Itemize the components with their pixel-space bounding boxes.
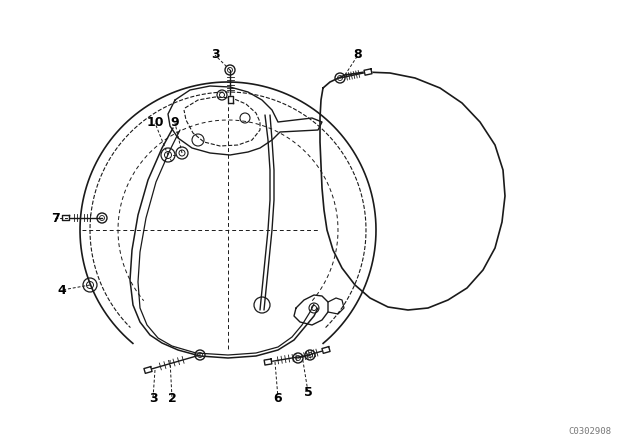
Circle shape (161, 148, 175, 162)
Text: 2: 2 (168, 392, 177, 405)
Polygon shape (364, 69, 372, 75)
Text: 9: 9 (171, 116, 179, 129)
Text: 6: 6 (274, 392, 282, 405)
Text: 4: 4 (58, 284, 67, 297)
Text: C0302908: C0302908 (568, 427, 611, 436)
Text: 7: 7 (51, 211, 60, 224)
Polygon shape (61, 215, 68, 220)
Text: 3: 3 (211, 48, 220, 61)
Circle shape (97, 213, 107, 223)
Circle shape (305, 350, 315, 360)
Circle shape (225, 65, 235, 75)
Polygon shape (264, 359, 272, 365)
Text: 5: 5 (303, 385, 312, 399)
Text: 8: 8 (354, 48, 362, 61)
Text: 3: 3 (148, 392, 157, 405)
Circle shape (83, 278, 97, 292)
Polygon shape (144, 366, 152, 373)
Polygon shape (227, 96, 232, 103)
Polygon shape (322, 347, 330, 353)
Circle shape (176, 147, 188, 159)
Circle shape (195, 350, 205, 360)
Circle shape (335, 73, 345, 83)
Circle shape (293, 353, 303, 363)
Text: 10: 10 (147, 116, 164, 129)
